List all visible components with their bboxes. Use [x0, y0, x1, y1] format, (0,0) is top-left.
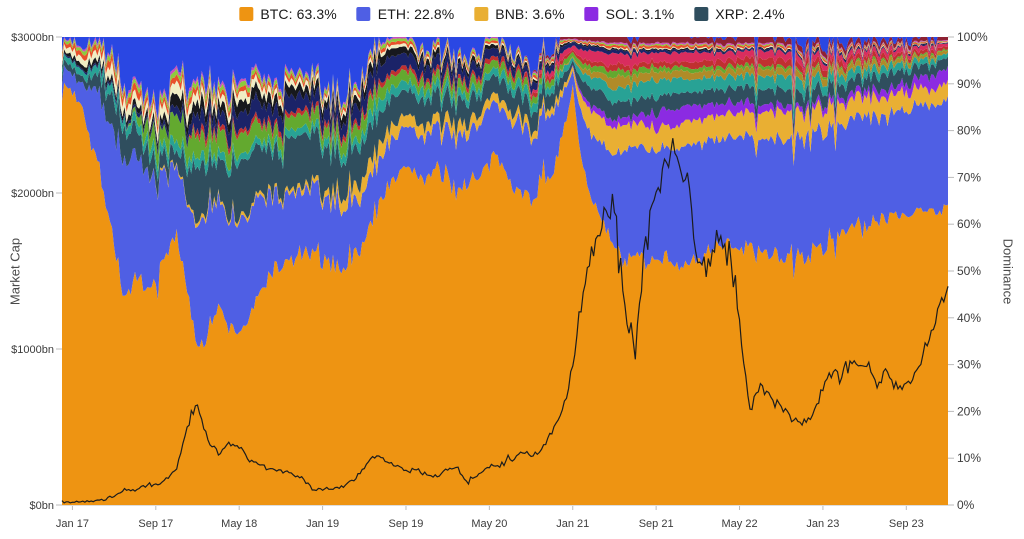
right-tick-label: 20% [957, 404, 981, 418]
right-tick-label: 100% [957, 30, 988, 44]
legend-item-sol[interactable]: SOL: 3.1% [584, 6, 675, 22]
left-tick-label: $3000bn [11, 32, 54, 44]
area-others [62, 37, 948, 119]
left-tick-label: $2000bn [11, 188, 54, 200]
legend-item-eth[interactable]: ETH: 22.8% [356, 6, 455, 22]
area-ETH [62, 65, 948, 348]
area-alt-cream [62, 41, 948, 144]
right-tick-label: 40% [957, 311, 981, 325]
area-alt-navy [62, 42, 948, 156]
y-axis-title-market-cap: Market Cap [7, 237, 23, 306]
x-tick-label: Sep 23 [889, 518, 924, 530]
x-tick-label: Sep 19 [389, 518, 424, 530]
xrp-swatch-icon [694, 7, 709, 21]
x-tick-label: Jan 21 [556, 518, 589, 530]
x-tick-label: Sep 17 [138, 518, 173, 530]
x-tick-label: May 22 [721, 518, 757, 530]
sol-swatch-icon [584, 7, 599, 21]
line-total-market-cap [61, 138, 949, 504]
x-tick-label: Jan 17 [56, 518, 89, 530]
area-SOL [62, 64, 948, 225]
left-tick-label: $0bn [30, 500, 54, 512]
legend-label: BTC: 63.3% [260, 6, 337, 22]
legend-item-bnb[interactable]: BNB: 3.6% [474, 6, 565, 22]
x-tick-label: Jan 23 [806, 518, 839, 530]
area-alt-green [62, 48, 948, 172]
legend-item-btc[interactable]: BTC: 63.3% [239, 6, 337, 22]
right-tick-label: 0% [957, 498, 975, 512]
area-XRP [62, 56, 948, 225]
right-tick-label: 70% [957, 170, 981, 184]
area-alt-olive [62, 50, 948, 172]
legend-item-xrp[interactable]: XRP: 2.4% [694, 6, 785, 22]
right-tick-label: 50% [957, 264, 981, 278]
area-BTC [62, 82, 948, 505]
left-tick-label: $1000bn [11, 344, 54, 356]
right-tick-label: 10% [957, 451, 981, 465]
x-tick-label: Jan 19 [306, 518, 339, 530]
bnb-swatch-icon [474, 7, 489, 21]
x-tick-label: Sep 21 [639, 518, 674, 530]
area-alt-teal [62, 52, 948, 182]
x-tick-label: May 20 [471, 518, 507, 530]
right-tick-label: 80% [957, 124, 981, 138]
x-tick-label: May 18 [221, 518, 257, 530]
right-tick-label: 60% [957, 217, 981, 231]
right-tick-label: 90% [957, 77, 981, 91]
legend-label: XRP: 2.4% [715, 6, 785, 22]
legend-label: ETH: 22.8% [377, 6, 455, 22]
legend-label: SOL: 3.1% [605, 6, 675, 22]
btc-swatch-icon [239, 7, 254, 21]
y-axis-title-dominance: Dominance [1000, 238, 1016, 305]
eth-swatch-icon [356, 7, 371, 21]
area-alt-red [62, 45, 948, 156]
legend-label: BNB: 3.6% [495, 6, 565, 22]
chart-legend: BTC: 63.3% ETH: 22.8% BNB: 3.6% SOL: 3.1% XR… [239, 6, 785, 22]
right-tick-label: 30% [957, 358, 981, 372]
